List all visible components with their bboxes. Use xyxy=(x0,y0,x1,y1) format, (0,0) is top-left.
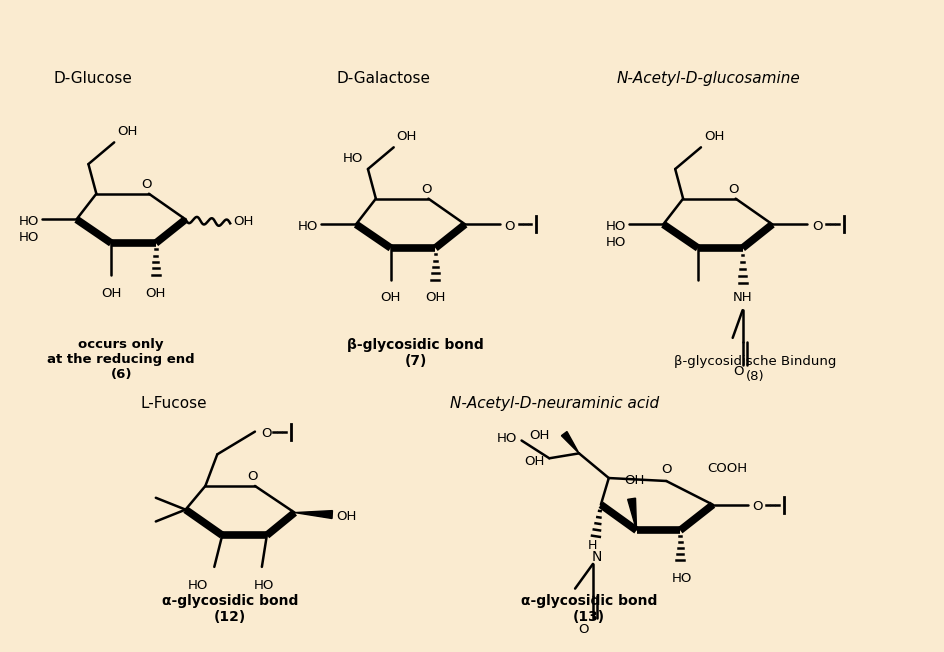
Text: β-glycosidic bond
(7): β-glycosidic bond (7) xyxy=(346,338,483,368)
Text: N: N xyxy=(591,550,601,564)
Text: OH: OH xyxy=(396,130,416,143)
Text: O: O xyxy=(261,427,271,440)
Text: OH: OH xyxy=(117,125,138,138)
Text: OH: OH xyxy=(336,510,356,523)
Text: OH: OH xyxy=(624,474,644,487)
Text: OH: OH xyxy=(101,286,121,299)
Text: OH: OH xyxy=(523,454,544,467)
Text: HO: HO xyxy=(19,231,39,244)
Text: L-Fucose: L-Fucose xyxy=(141,396,208,411)
Text: O: O xyxy=(660,463,671,476)
Text: O: O xyxy=(142,178,152,191)
Text: O: O xyxy=(811,220,821,233)
Text: OH: OH xyxy=(529,429,548,442)
Text: HO: HO xyxy=(297,220,318,233)
Text: β-glycosidische Bindung
(8): β-glycosidische Bindung (8) xyxy=(674,355,835,383)
Polygon shape xyxy=(627,498,636,530)
Text: HO: HO xyxy=(604,220,625,233)
Text: N-Acetyl-D-glucosamine: N-Acetyl-D-glucosamine xyxy=(616,71,800,86)
Text: D-Glucose: D-Glucose xyxy=(54,71,132,86)
Text: H: H xyxy=(587,539,597,552)
Text: O: O xyxy=(728,183,738,196)
Text: OH: OH xyxy=(233,215,253,228)
Text: HO: HO xyxy=(671,572,692,585)
Text: HO: HO xyxy=(187,579,208,592)
Text: HO: HO xyxy=(19,215,39,228)
Text: OH: OH xyxy=(425,291,445,304)
Text: NH: NH xyxy=(732,291,751,304)
Text: HO: HO xyxy=(497,432,517,445)
Text: O: O xyxy=(733,366,743,379)
Text: OH: OH xyxy=(380,291,400,304)
Text: HO: HO xyxy=(604,236,625,249)
Text: HO: HO xyxy=(253,579,274,592)
Text: N-Acetyl-D-neuraminic acid: N-Acetyl-D-neuraminic acid xyxy=(449,396,659,411)
Text: O: O xyxy=(577,623,588,636)
Text: HO: HO xyxy=(343,152,362,165)
Text: COOH: COOH xyxy=(707,462,747,475)
Polygon shape xyxy=(295,511,332,518)
Text: OH: OH xyxy=(703,130,723,143)
Text: occurs only
at the reducing end
(6): occurs only at the reducing end (6) xyxy=(47,338,194,381)
Text: O: O xyxy=(504,220,514,233)
Text: D-Galactose: D-Galactose xyxy=(336,71,430,86)
Text: O: O xyxy=(421,183,431,196)
Text: O: O xyxy=(751,500,762,513)
Text: O: O xyxy=(247,470,258,483)
Polygon shape xyxy=(561,432,579,453)
Text: α-glycosidic bond
(13): α-glycosidic bond (13) xyxy=(520,593,656,624)
Text: OH: OH xyxy=(145,286,166,299)
Text: α-glycosidic bond
(12): α-glycosidic bond (12) xyxy=(161,593,298,624)
